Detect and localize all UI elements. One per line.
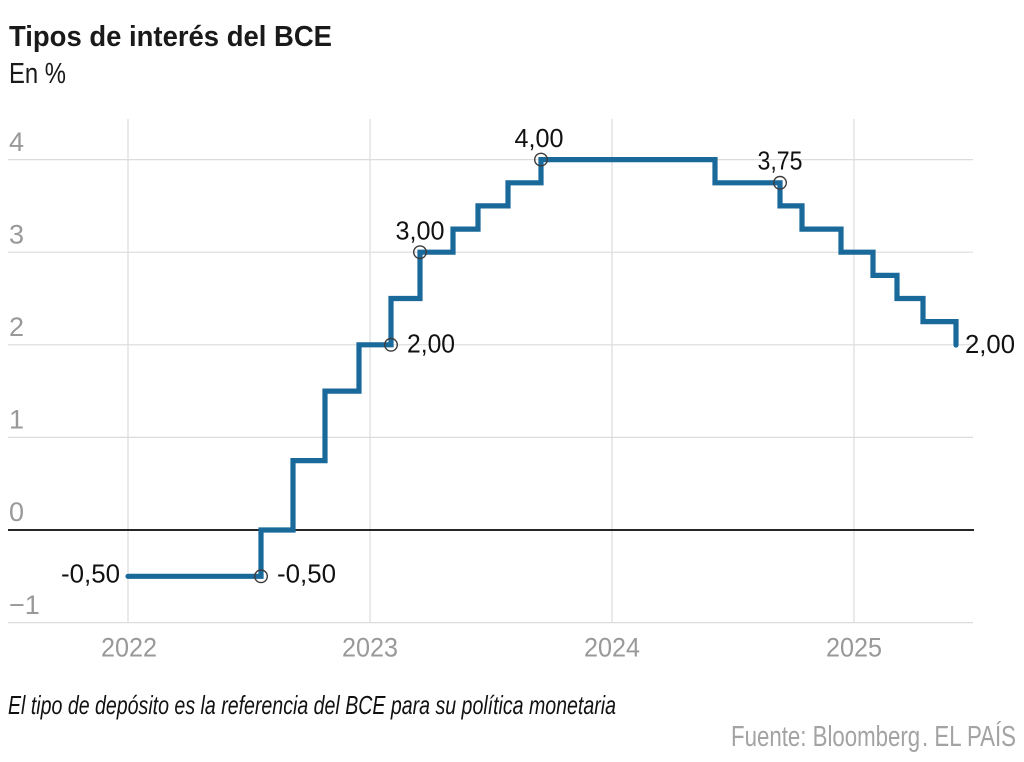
svg-text:2,00: 2,00 (407, 329, 455, 359)
svg-text:2022: 2022 (101, 633, 157, 663)
svg-text:El tipo de depósito es la refe: El tipo de depósito es la referencia del… (8, 690, 616, 720)
svg-text:Tipos de interés del BCE: Tipos de interés del BCE (9, 21, 332, 53)
svg-text:-0,50: -0,50 (61, 559, 120, 589)
svg-text:2,00: 2,00 (965, 329, 1015, 359)
svg-text:4: 4 (9, 127, 24, 157)
svg-text:Fuente: Bloomberg . EL PAÍS: Fuente: Bloomberg . EL PAÍS (731, 720, 1016, 753)
svg-text:2025: 2025 (826, 633, 882, 663)
svg-text:En %: En % (9, 58, 66, 90)
svg-text:-0,50: -0,50 (277, 559, 336, 589)
svg-text:4,00: 4,00 (515, 123, 564, 153)
svg-text:3: 3 (9, 219, 24, 249)
svg-text:−1: −1 (9, 590, 40, 620)
svg-text:2: 2 (9, 312, 24, 342)
svg-text:3,75: 3,75 (758, 146, 803, 176)
svg-text:2023: 2023 (342, 633, 398, 663)
svg-text:1: 1 (9, 405, 24, 435)
svg-text:0: 0 (9, 497, 24, 527)
svg-text:2024: 2024 (584, 633, 640, 663)
svg-text:3,00: 3,00 (396, 216, 445, 246)
